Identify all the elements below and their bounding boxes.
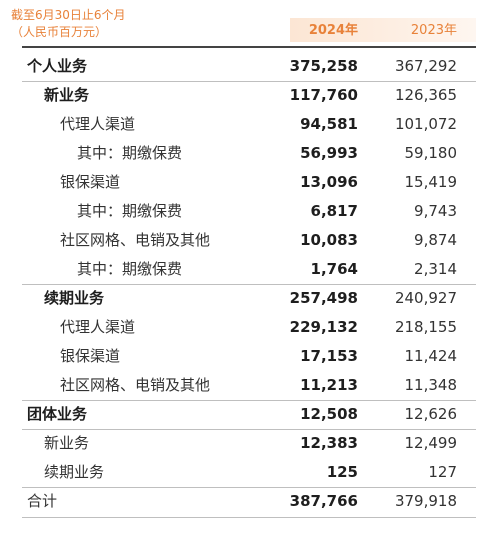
row-label: 续期业务 [44, 289, 105, 307]
table-row: 新业务 12,383 12,499 [0, 429, 490, 458]
table-row: 其中：期缴保费 56,993 59,180 [0, 139, 490, 168]
value-2024: 1,764 [310, 260, 358, 278]
table-row: 续期业务 125 127 [0, 458, 490, 487]
value-2023: 11,348 [404, 376, 458, 394]
row-divider [22, 284, 476, 285]
column-header-2023: 2023年 [410, 23, 457, 38]
value-2024: 6,817 [310, 202, 358, 220]
table-bottom-rule [22, 517, 476, 518]
value-2024: 12,383 [300, 434, 358, 452]
value-2024: 94,581 [300, 115, 358, 133]
value-2023: 218,155 [394, 318, 457, 336]
table-row: 银保渠道 13,096 15,419 [0, 168, 490, 197]
value-2023: 126,365 [394, 86, 457, 104]
total-label: 合计 [27, 492, 58, 510]
currency-note: （人民币百万元） [11, 25, 108, 39]
table-row: 续期业务 257,498 240,927 [0, 284, 490, 313]
row-divider [22, 400, 476, 401]
header-rule [22, 46, 476, 48]
row-label: 代理人渠道 [60, 115, 136, 133]
value-2023: 11,424 [404, 347, 458, 365]
value-2024: 257,498 [289, 289, 358, 307]
row-label: 代理人渠道 [60, 318, 136, 336]
value-2024: 10,083 [300, 231, 358, 249]
value-2023: 240,927 [394, 289, 457, 307]
table-unit-note: 截至6月30日止6个月 （人民币百万元） [11, 7, 126, 41]
row-divider [22, 429, 476, 430]
row-label: 新业务 [44, 434, 90, 452]
value-2024: 56,993 [300, 144, 358, 162]
row-label: 续期业务 [44, 463, 105, 481]
value-2024: 17,153 [300, 347, 358, 365]
value-2024: 13,096 [300, 173, 358, 191]
table-row: 社区网格、电销及其他 10,083 9,874 [0, 226, 490, 255]
value-2023: 127 [428, 463, 457, 481]
row-divider [22, 487, 476, 488]
table-row: 新业务 117,760 126,365 [0, 81, 490, 110]
table-row: 社区网格、电销及其他 11,213 11,348 [0, 371, 490, 400]
value-2024: 12,508 [300, 405, 358, 423]
row-label: 社区网格、电销及其他 [60, 231, 211, 249]
value-2024: 11,213 [300, 376, 358, 394]
row-label: 新业务 [44, 86, 90, 104]
row-label: 其中：期缴保费 [77, 144, 183, 162]
period-note: 截至6月30日止6个月 [11, 8, 126, 22]
table-row: 其中：期缴保费 6,817 9,743 [0, 197, 490, 226]
value-2024: 125 [326, 463, 358, 481]
value-2023: 15,419 [404, 173, 458, 191]
column-header-2024: 2024年 [308, 23, 358, 38]
value-2024: 117,760 [289, 86, 358, 104]
value-2023: 9,874 [414, 231, 457, 249]
row-label: 社区网格、电销及其他 [60, 376, 211, 394]
value-2023: 9,743 [414, 202, 457, 220]
row-label: 银保渠道 [60, 347, 121, 365]
table-row: 银保渠道 17,153 11,424 [0, 342, 490, 371]
value-2023: 367,292 [394, 57, 457, 75]
row-label: 团体业务 [27, 405, 88, 423]
table-row: 团体业务 12,508 12,626 [0, 400, 490, 429]
value-2024: 375,258 [289, 57, 358, 75]
row-label: 其中：期缴保费 [77, 202, 183, 220]
total-2024: 387,766 [289, 492, 358, 510]
value-2023: 12,499 [404, 434, 458, 452]
table-row: 代理人渠道 229,132 218,155 [0, 313, 490, 342]
value-2023: 101,072 [394, 115, 457, 133]
table-row: 代理人渠道 94,581 101,072 [0, 110, 490, 139]
table-row: 其中：期缴保费 1,764 2,314 [0, 255, 490, 284]
table-row: 个人业务 375,258 367,292 [0, 52, 490, 81]
value-2023: 12,626 [404, 405, 458, 423]
year-header-band [290, 18, 476, 42]
row-label: 银保渠道 [60, 173, 121, 191]
row-label: 其中：期缴保费 [77, 260, 183, 278]
total-2023: 379,918 [394, 492, 457, 510]
total-row: 合计 387,766 379,918 [0, 487, 490, 516]
row-label: 个人业务 [27, 57, 88, 75]
value-2023: 2,314 [414, 260, 457, 278]
row-divider [22, 81, 476, 82]
value-2023: 59,180 [404, 144, 458, 162]
value-2024: 229,132 [289, 318, 358, 336]
